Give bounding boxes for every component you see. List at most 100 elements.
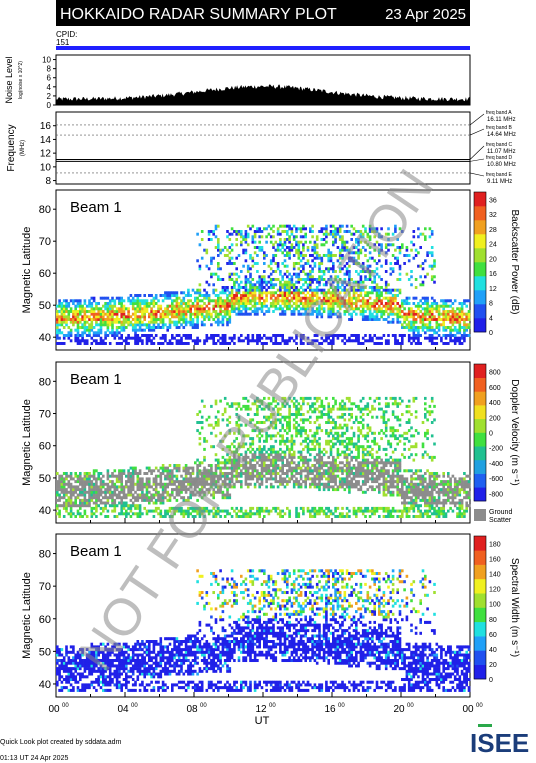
heatmap-cell: [136, 515, 140, 518]
heatmap-cell: [304, 429, 307, 433]
heatmap-cell: [168, 296, 172, 300]
heatmap-cell: [260, 310, 264, 313]
heatmap-cell: [345, 283, 349, 287]
heatmap-cell: [177, 509, 181, 513]
heatmap-cell: [263, 302, 266, 305]
frequency-band-label: freq band A: [486, 110, 512, 116]
heatmap-cell: [65, 307, 68, 311]
heatmap-cell: [343, 304, 347, 308]
heatmap-cell: [288, 477, 291, 481]
heatmap-cell: [288, 291, 291, 295]
heatmap-cell: [242, 512, 245, 516]
heatmap-cell: [251, 259, 255, 263]
heatmap-cell: [315, 396, 319, 400]
heatmap-cell: [281, 310, 284, 313]
heatmap-cell: [203, 439, 206, 443]
heatmap-cell: [281, 251, 284, 255]
heatmap-cell: [345, 506, 349, 510]
heatmap-cell: [451, 302, 455, 305]
heatmap-cell: [244, 291, 248, 295]
heatmap-cell: [348, 296, 351, 300]
heatmap-cell: [345, 429, 349, 433]
heatmap-cell: [205, 477, 209, 481]
heatmap-cell: [187, 304, 190, 308]
heatmap-cell: [260, 429, 264, 433]
heatmap-cell: [396, 256, 399, 260]
heatmap-cell: [125, 326, 128, 329]
heatmap-cell: [141, 299, 144, 303]
heatmap-cell: [338, 235, 342, 239]
heatmap-cell: [320, 477, 324, 481]
heatmap-cell: [279, 307, 282, 311]
heatmap-cell: [200, 256, 204, 260]
heatmap-cell: [350, 442, 353, 446]
heatmap-cell: [60, 480, 64, 484]
heatmap-cell: [378, 251, 381, 255]
heatmap-cell: [348, 256, 351, 260]
heatmap-cell: [329, 429, 333, 433]
heatmap-cell: [286, 474, 289, 478]
heatmap-cell: [341, 515, 344, 518]
heatmap-cell: [375, 342, 379, 345]
heatmap-cell: [69, 328, 73, 332]
heatmap-cell: [299, 227, 303, 231]
heatmap-cell: [246, 278, 250, 281]
heatmap-cell: [309, 230, 312, 233]
heatmap-cell: [102, 490, 105, 494]
heatmap-cell: [260, 235, 264, 239]
heatmap-cell: [380, 278, 383, 281]
heatmap-cell: [90, 512, 94, 516]
heatmap-cell: [256, 455, 259, 459]
heatmap-cell: [465, 304, 468, 308]
colorbar-tick-label: 16: [489, 271, 497, 278]
heatmap-cell: [122, 493, 126, 497]
heatmap-cell: [177, 482, 181, 486]
heatmap-cell: [343, 248, 347, 252]
colorbar-swatch: [474, 262, 486, 277]
heatmap-cell: [111, 482, 114, 486]
heatmap-cell: [424, 318, 427, 321]
heatmap-cell: [108, 312, 112, 316]
heatmap-cell: [412, 339, 416, 343]
heatmap-cell: [182, 496, 186, 500]
heatmap-cell: [65, 320, 68, 324]
heatmap-cell: [276, 296, 280, 300]
heatmap-cell: [237, 423, 241, 427]
heatmap-cell: [286, 224, 289, 228]
heatmap-cell: [145, 472, 149, 475]
heatmap-cell: [421, 323, 425, 327]
heatmap-cell: [414, 310, 418, 313]
heatmap-cell: [210, 423, 213, 427]
heatmap-cell: [407, 326, 411, 329]
lat-y-tick-label: 80: [39, 204, 51, 216]
heatmap-cell: [184, 334, 188, 337]
heatmap-cell: [118, 307, 121, 311]
heatmap-cell: [350, 458, 353, 462]
heatmap-cell: [97, 331, 100, 335]
heatmap-cell: [235, 515, 238, 518]
heatmap-cell: [313, 439, 317, 443]
heatmap-cell: [256, 286, 259, 289]
heatmap-cell: [306, 307, 310, 311]
heatmap-cell: [313, 302, 317, 305]
heatmap-cell: [62, 496, 66, 500]
heatmap-cell: [274, 421, 278, 424]
heatmap-cell: [223, 466, 227, 470]
heatmap-cell: [302, 235, 305, 239]
heatmap-cell: [95, 498, 98, 502]
heatmap-cell: [320, 402, 324, 406]
heatmap-cell: [299, 429, 303, 433]
heatmap-cell: [122, 485, 126, 489]
heatmap-cell: [69, 474, 73, 478]
heatmap-cell: [141, 334, 144, 337]
heatmap-cell: [437, 326, 441, 329]
heatmap-cell: [368, 227, 372, 231]
heatmap-cell: [302, 243, 305, 247]
heatmap-cell: [235, 232, 238, 236]
heatmap-cell: [338, 515, 342, 518]
heatmap-cell: [228, 342, 232, 345]
heatmap-cell: [382, 288, 386, 292]
heatmap-cell: [240, 286, 243, 289]
heatmap-cell: [99, 506, 103, 510]
heatmap-cell: [426, 296, 429, 300]
